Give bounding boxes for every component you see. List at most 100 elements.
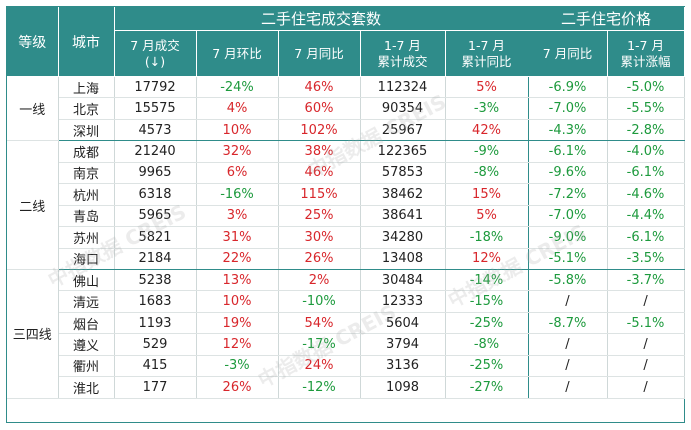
ytd-yoy-cell: -25% — [445, 312, 529, 335]
july-yoy-cell: 25% — [278, 205, 361, 228]
price-yoy-cell: -5.1% — [528, 248, 608, 270]
july-yoy-cell: 30% — [278, 226, 361, 249]
ytd-yoy-cell: -8% — [445, 333, 529, 356]
july-volume-cell: 5965 — [114, 205, 197, 228]
table-row: 衢州 415 -3% 24% 3136 -25% / / — [7, 355, 685, 378]
table-row: 南京 9965 6% 46% 57853 -8% -9.6% -6.1% — [7, 162, 685, 185]
price-yoy-cell: -8.7% — [528, 312, 608, 335]
ytd-volume-cell: 38641 — [360, 205, 446, 228]
ytd-yoy-cell: 12% — [445, 248, 529, 270]
price-yoy-cell: -5.8% — [528, 269, 608, 292]
july-yoy-cell: 46% — [278, 76, 361, 99]
price-yoy-cell: -9.0% — [528, 226, 608, 249]
july-mom-cell: 12% — [196, 333, 279, 356]
ytd-volume-cell: 90354 — [360, 97, 446, 120]
price-yoy-cell: -7.0% — [528, 97, 608, 120]
table-row: 烟台 1193 19% 54% 5604 -25% -8.7% -5.1% — [7, 312, 685, 335]
housing-table: 等级 城市 二手住宅成交套数 二手住宅价格 7 月成交 (↓) 7 月环比 7 月… — [7, 7, 685, 399]
table-row: 遵义 529 12% -17% 3794 -8% / / — [7, 333, 685, 356]
july-volume-cell: 177 — [114, 376, 197, 399]
ytd-volume-cell: 5604 — [360, 312, 446, 335]
city-cell: 清远 — [58, 290, 115, 313]
price-ytd-cell: -3.5% — [607, 248, 685, 270]
table-body: 一线 上海 17792 -24% 46% 112324 5% -6.9% -5.0% 北京 1557… — [7, 76, 685, 399]
ytd-yoy-cell: -27% — [445, 376, 529, 399]
price-yoy-cell: -4.3% — [528, 119, 608, 142]
tier-label: 三四线 — [7, 269, 59, 399]
ytd-yoy-cell: -8% — [445, 162, 529, 185]
ytd-volume-cell: 12333 — [360, 290, 446, 313]
price-ytd-cell: / — [607, 355, 685, 378]
july-volume-cell: 4573 — [114, 119, 197, 142]
price-ytd-cell: -5.1% — [607, 312, 685, 335]
july-yoy-cell: 115% — [278, 183, 361, 206]
ytd-yoy-cell: -14% — [445, 269, 529, 292]
price-ytd-cell: / — [607, 376, 685, 399]
header-jul-volume: 7 月成交 (↓) — [114, 30, 197, 77]
price-ytd-cell: -4.6% — [607, 183, 685, 206]
july-mom-cell: 31% — [196, 226, 279, 249]
price-ytd-cell: -6.1% — [607, 162, 685, 185]
july-volume-cell: 2184 — [114, 248, 197, 270]
ytd-volume-cell: 30484 — [360, 269, 446, 292]
ytd-yoy-cell: 15% — [445, 183, 529, 206]
ytd-volume-cell: 34280 — [360, 226, 446, 249]
ytd-volume-cell: 13408 — [360, 248, 446, 270]
july-mom-cell: -3% — [196, 355, 279, 378]
price-yoy-cell: -6.9% — [528, 76, 608, 99]
july-volume-cell: 15575 — [114, 97, 197, 120]
price-ytd-cell: -5.5% — [607, 97, 685, 120]
table-row: 深圳 4573 10% 102% 25967 42% -4.3% -2.8% — [7, 119, 685, 142]
header-jul-yoy: 7 月同比 — [278, 30, 361, 77]
price-yoy-cell: / — [528, 355, 608, 378]
july-yoy-cell: 54% — [278, 312, 361, 335]
price-ytd-cell: / — [607, 333, 685, 356]
price-yoy-cell: -7.0% — [528, 205, 608, 228]
city-cell: 北京 — [58, 97, 115, 120]
header-price-ytd: 1-7 月累计涨幅 — [607, 30, 685, 77]
ytd-volume-cell: 3136 — [360, 355, 446, 378]
price-yoy-cell: -6.1% — [528, 140, 608, 163]
header-tier: 等级 — [7, 7, 59, 77]
tier-label: 一线 — [7, 76, 59, 142]
header-jul-mom: 7 月环比 — [196, 30, 279, 77]
july-mom-cell: 19% — [196, 312, 279, 335]
ytd-yoy-cell: -15% — [445, 290, 529, 313]
price-ytd-cell: -3.7% — [607, 269, 685, 292]
price-ytd-cell: -5.0% — [607, 76, 685, 99]
price-ytd-cell: -6.1% — [607, 226, 685, 249]
july-mom-cell: 6% — [196, 162, 279, 185]
city-cell: 佛山 — [58, 269, 115, 292]
city-cell: 杭州 — [58, 183, 115, 206]
july-mom-cell: -16% — [196, 183, 279, 206]
july-volume-cell: 5821 — [114, 226, 197, 249]
july-volume-cell: 529 — [114, 333, 197, 356]
ytd-yoy-cell: 5% — [445, 76, 529, 99]
july-mom-cell: 32% — [196, 140, 279, 163]
header-group-volume: 二手住宅成交套数 — [114, 7, 529, 31]
july-mom-cell: 13% — [196, 269, 279, 292]
july-mom-cell: 10% — [196, 290, 279, 313]
july-mom-cell: 26% — [196, 376, 279, 399]
july-yoy-cell: 60% — [278, 97, 361, 120]
table-row: 苏州 5821 31% 30% 34280 -18% -9.0% -6.1% — [7, 226, 685, 249]
july-mom-cell: 4% — [196, 97, 279, 120]
header-price-jul-yoy: 7 月同比 — [528, 30, 608, 77]
price-yoy-cell: -7.2% — [528, 183, 608, 206]
city-cell: 深圳 — [58, 119, 115, 142]
ytd-yoy-cell: -9% — [445, 140, 529, 163]
price-ytd-cell: -2.8% — [607, 119, 685, 142]
ytd-volume-cell: 122365 — [360, 140, 446, 163]
table-row: 杭州 6318 -16% 115% 38462 15% -7.2% -4.6% — [7, 183, 685, 206]
city-cell: 烟台 — [58, 312, 115, 335]
city-cell: 青岛 — [58, 205, 115, 228]
july-yoy-cell: -17% — [278, 333, 361, 356]
ytd-yoy-cell: -25% — [445, 355, 529, 378]
july-volume-cell: 415 — [114, 355, 197, 378]
ytd-volume-cell: 38462 — [360, 183, 446, 206]
july-yoy-cell: 102% — [278, 119, 361, 142]
july-yoy-cell: -12% — [278, 376, 361, 399]
july-yoy-cell: 24% — [278, 355, 361, 378]
city-cell: 成都 — [58, 140, 115, 163]
july-volume-cell: 1193 — [114, 312, 197, 335]
